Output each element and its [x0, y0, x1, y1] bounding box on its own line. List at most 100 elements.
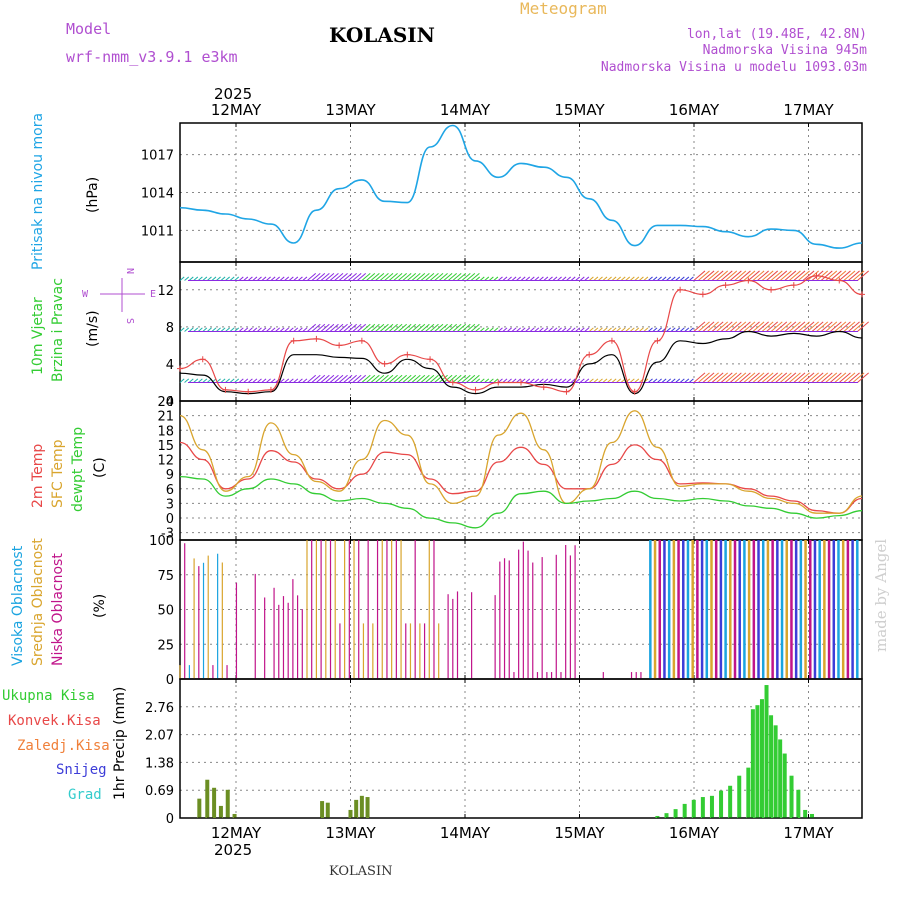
wind-barb — [325, 323, 335, 332]
wind-barb — [429, 272, 439, 281]
wind-barb — [393, 272, 403, 281]
wind-barb — [234, 327, 240, 332]
wind-barb — [752, 321, 765, 332]
wind-barb — [725, 372, 738, 383]
wind-gust-marker — [722, 282, 729, 289]
y-tick-label: 2.07 — [145, 729, 174, 744]
wind-barb — [379, 272, 389, 281]
wind-barb — [356, 272, 367, 281]
wind-barb — [493, 378, 499, 383]
wind-barb — [443, 374, 453, 383]
wind-barb — [497, 378, 503, 383]
wind-barb — [684, 276, 690, 281]
wind-barb — [293, 276, 299, 281]
precip-bar — [769, 715, 774, 818]
wind-barb — [602, 327, 608, 332]
wind-barb — [416, 374, 426, 383]
wind-barb — [784, 372, 797, 383]
wind-barb — [256, 327, 262, 332]
wind-barb — [407, 323, 417, 332]
wind-barb — [370, 323, 380, 332]
precip-bar — [737, 775, 742, 818]
wind-barb — [670, 378, 676, 383]
wind-gust-marker — [199, 356, 206, 363]
wind-barb — [679, 276, 685, 281]
wind-barb — [279, 276, 285, 281]
wind-barb — [288, 276, 294, 281]
wind-barb — [247, 378, 253, 383]
wind-barb — [447, 272, 457, 281]
wind-barb — [757, 270, 769, 281]
wind-barb — [670, 327, 676, 332]
wind-barb — [402, 272, 412, 281]
wind-barb — [179, 327, 185, 332]
wind-barb — [634, 276, 640, 281]
cloud-panel-labels: Visoka Oblacnost Srednja Oblacnost Niska… — [10, 538, 108, 666]
wind-barb — [807, 372, 819, 383]
wind-barb — [834, 321, 847, 332]
top-day-labels: 12MAY 13MAY 14MAY 15MAY 16MAY 17MAY — [211, 101, 835, 119]
wind-barb — [202, 276, 208, 281]
bottom-day-label: 12MAY — [211, 824, 262, 842]
wind-barb — [302, 276, 308, 281]
wind-barb — [616, 378, 622, 383]
precip-panel: 0 0.69 1.38 2.07 2.76 — [145, 678, 863, 827]
wind-barb — [857, 270, 869, 281]
wind-barb — [834, 372, 847, 383]
wind-barb — [429, 374, 439, 383]
wind-barb — [784, 321, 797, 332]
wind-barb — [697, 321, 710, 332]
wind-barb — [543, 276, 549, 281]
wind-barb — [270, 327, 276, 332]
precip-bar — [325, 802, 330, 818]
wind-barb — [443, 272, 453, 281]
wind-barb — [552, 276, 558, 281]
wind-panel-labels: 10m Vjetar Brzina i Pravac (m/s) W E N S — [30, 268, 156, 382]
wind-barb — [766, 270, 779, 281]
wind-barb — [475, 327, 481, 332]
wind-gust-marker — [404, 351, 411, 358]
wind-barb — [652, 327, 658, 332]
wind-barb — [716, 372, 729, 383]
wind-barb — [484, 276, 490, 281]
precip-bar — [655, 815, 660, 818]
wind-barb — [356, 323, 367, 332]
wind-barb — [675, 327, 681, 332]
precip-bar — [197, 798, 202, 818]
wind-barb — [193, 276, 199, 281]
wind-barb — [479, 378, 485, 383]
wind-barb — [502, 276, 508, 281]
wind-barb — [629, 378, 635, 383]
wind-barb — [238, 378, 244, 383]
wind-barb — [670, 276, 676, 281]
wind-barb — [397, 374, 407, 383]
wind-gust-marker — [358, 337, 365, 344]
wind-barb — [857, 372, 869, 383]
temp-series-line — [179, 441, 863, 514]
wind-gust-marker — [336, 342, 343, 349]
wind-barb — [716, 321, 729, 332]
top-year: 2025 — [214, 85, 252, 103]
wind-barb — [361, 323, 371, 332]
wind-barb — [611, 378, 617, 383]
wind-barb — [202, 378, 208, 383]
wind-barb — [734, 321, 747, 332]
wind-barb — [752, 372, 765, 383]
wind-barb — [748, 270, 760, 281]
wind-barb — [693, 270, 706, 281]
wind-barb — [361, 374, 371, 383]
precip-bar — [728, 785, 733, 818]
wind-barb — [798, 270, 810, 281]
top-day-label: 13MAY — [325, 101, 376, 119]
wind-barb — [470, 323, 480, 332]
wind-barb — [470, 374, 480, 383]
wind-barb — [825, 270, 838, 281]
wind-barb — [316, 272, 326, 281]
wind-barb — [338, 272, 348, 281]
wind-barb — [584, 276, 590, 281]
wind-barb — [302, 378, 308, 383]
model-name: wrf-nmm_v3.9.1 e3km — [66, 48, 238, 66]
wind-gust-marker — [472, 386, 479, 393]
wind-barb — [711, 321, 724, 332]
